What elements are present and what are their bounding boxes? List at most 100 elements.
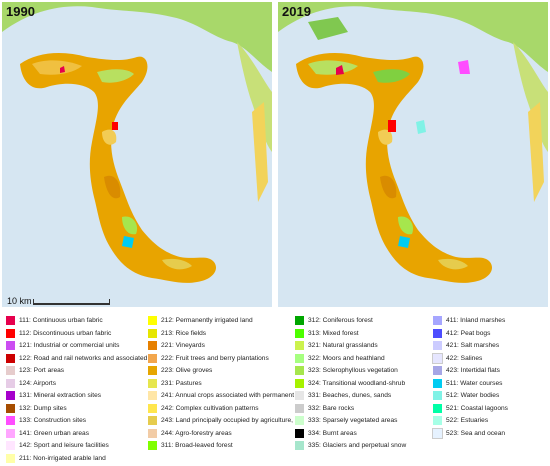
legend-label: 133: Construction sites [19, 417, 87, 425]
legend-label: 221: Vineyards [161, 342, 205, 350]
legend-label: 212: Permanently irrigated land [161, 317, 253, 324]
legend-column: 312: Coniferous forest 313: Mixed forest 3… [295, 315, 406, 453]
legend-swatch [148, 428, 157, 438]
legend-item-141: 141: Green urban areas [6, 428, 154, 439]
legend-swatch [148, 378, 157, 388]
legend-item-111: 111: Continuous urban fabric [6, 315, 154, 326]
legend-label: 511: Water courses [446, 379, 503, 387]
mainland-coast [2, 2, 272, 72]
legend-label: 421: Salt marshes [446, 342, 500, 350]
legend-swatch [295, 366, 304, 376]
legend-swatch [433, 403, 442, 413]
legend-swatch [6, 403, 15, 413]
legend-label: 412: Peat bogs [446, 329, 491, 337]
legend-item-213: 213: Rice fields [148, 328, 294, 339]
legend-item-311: 311: Broad-leaved forest [148, 440, 294, 451]
legend-label: 523: Sea and ocean [446, 429, 506, 437]
map-2019 [278, 2, 548, 283]
legend-label: 121: Industrial or commercial units [19, 342, 120, 350]
scale-label: 10 km [7, 296, 32, 306]
legend-swatch [6, 441, 15, 451]
legend-swatch [6, 366, 15, 376]
legend-swatch [148, 316, 157, 325]
mainland-coast [278, 2, 548, 72]
legend-label: 324: Transitional woodland-shrub [308, 379, 406, 387]
legend-item-243: 243: Land principally occupied by agricu… [148, 415, 294, 426]
legend-label: 322: Moors and heathland [308, 354, 385, 362]
legend-swatch [433, 328, 442, 338]
legend-swatch [295, 328, 304, 338]
legend-item-334: 334: Burnt areas [295, 428, 406, 439]
legend-swatch [6, 416, 15, 426]
legend-label: 331: Beaches, dunes, sands [308, 392, 392, 400]
legend-swatch [433, 366, 442, 376]
legend-item-132: 132: Dump sites [6, 403, 154, 414]
legend-item-512: 512: Water bodies [433, 390, 508, 401]
map-panel-2019: 2019 [278, 2, 548, 307]
legend-item-522: 522: Estuaries [433, 415, 508, 426]
legend-label: 521: Coastal lagoons [446, 404, 508, 412]
legend-swatch [295, 316, 304, 325]
legend-item-321: 321: Natural grasslands [295, 340, 406, 351]
legend-item-221: 221: Vineyards [148, 340, 294, 351]
legend-label: 323: Sclerophyllous vegetation [308, 367, 398, 375]
legend-item-322: 322: Moors and heathland [295, 353, 406, 364]
legend-label: 122: Road and rail networks and associat… [19, 354, 155, 362]
legend-swatch [6, 353, 15, 363]
legend-swatch [148, 366, 157, 376]
legend-swatch [295, 341, 304, 351]
legend-item-123: 123: Port areas [6, 365, 154, 376]
legend-label: 313: Mixed forest [308, 329, 359, 337]
legend-item-212: 212: Permanently irrigated land [148, 315, 294, 326]
legend-label: 132: Dump sites [19, 404, 67, 412]
map-year-label: 2019 [282, 4, 311, 19]
legend-label: 244: Agro-forestry areas [161, 429, 232, 437]
legend: 111: Continuous urban fabric 112: Discont… [0, 310, 550, 464]
map-1990 [2, 2, 272, 283]
legend-swatch [295, 441, 304, 451]
legend-swatch [295, 353, 304, 363]
island-1990 [20, 52, 217, 283]
legend-swatch [295, 403, 304, 413]
legend-swatch [6, 328, 15, 338]
scale-bar [33, 299, 110, 305]
legend-label: 522: Estuaries [446, 417, 489, 425]
legend-label: 423: Intertidal flats [446, 367, 500, 375]
legend-label: 123: Port areas [19, 367, 65, 375]
legend-swatch [433, 416, 442, 426]
legend-swatch [148, 328, 157, 338]
legend-label: 321: Natural grasslands [308, 342, 378, 350]
legend-label: 241: Annual crops associated with perman… [161, 392, 295, 400]
legend-item-142: 142: Sport and leisure facilities [6, 440, 154, 451]
legend-label: 335: Glaciers and perpetual snow [308, 442, 407, 450]
legend-label: 111: Continuous urban fabric [19, 317, 103, 324]
legend-item-241: 241: Annual crops associated with perman… [148, 390, 294, 401]
legend-swatch [433, 341, 442, 351]
legend-swatch [148, 403, 157, 413]
legend-swatch [6, 378, 15, 388]
legend-item-421: 421: Salt marshes [433, 340, 508, 351]
legend-label: 222: Fruit trees and berry plantations [161, 354, 269, 362]
legend-label: 141: Green urban areas [19, 429, 90, 437]
legend-item-112: 112: Discontinuous urban fabric [6, 328, 154, 339]
legend-label: 422: Salines [446, 354, 483, 362]
legend-swatch [432, 352, 443, 364]
map-panel-1990: 1990 10 km [2, 2, 272, 307]
legend-label: 213: Rice fields [161, 329, 207, 337]
legend-swatch [148, 441, 157, 451]
legend-label: 411: Inland marshes [446, 317, 506, 324]
legend-item-521: 521: Coastal lagoons [433, 403, 508, 414]
legend-swatch [148, 353, 157, 363]
legend-label: 512: Water bodies [446, 392, 500, 400]
legend-swatch [6, 428, 15, 438]
legend-label: 243: Land principally occupied by agricu… [161, 417, 293, 425]
legend-item-133: 133: Construction sites [6, 415, 154, 426]
legend-label: 131: Mineral extraction sites [19, 392, 102, 400]
legend-swatch [295, 428, 304, 438]
legend-item-312: 312: Coniferous forest [295, 315, 406, 326]
legend-label: 223: Olive groves [161, 367, 213, 375]
legend-swatch [148, 391, 157, 401]
legend-swatch [433, 378, 442, 388]
legend-item-131: 131: Mineral extraction sites [6, 390, 154, 401]
legend-item-411: 411: Inland marshes [433, 315, 508, 326]
